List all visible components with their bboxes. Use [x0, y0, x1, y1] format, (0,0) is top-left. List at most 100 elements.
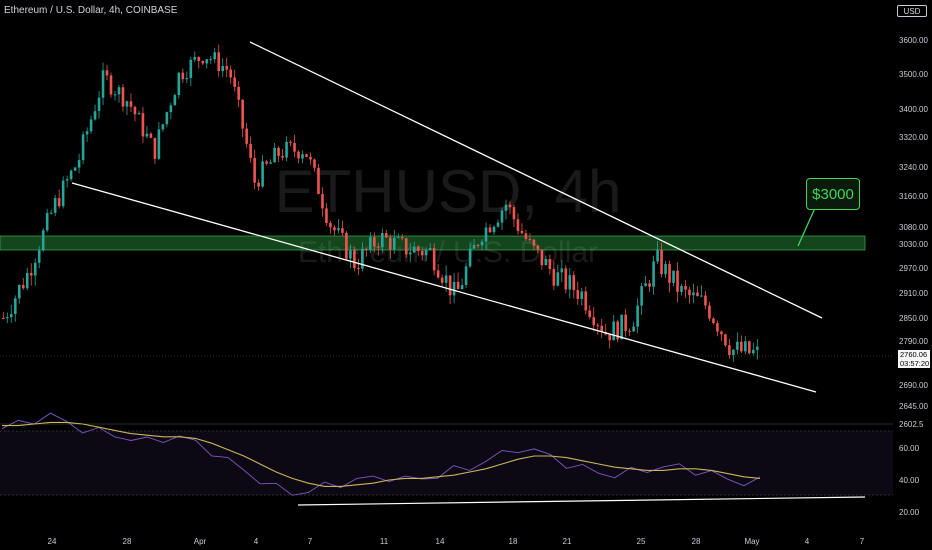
rsi-tick-label: 60.00: [899, 444, 920, 453]
candle: [648, 279, 651, 293]
price-tick-label: 2690.00: [899, 381, 928, 390]
candle: [137, 110, 141, 115]
candle: [504, 199, 508, 220]
candle: [472, 238, 476, 249]
rsi-axis[interactable]: 60.00 40.00 20.00: [899, 444, 920, 517]
candle: [85, 127, 89, 143]
rsi-trendline[interactable]: [297, 496, 866, 506]
candle: [564, 265, 568, 294]
countdown-timer: 03:57:20: [900, 359, 930, 368]
candle: [57, 189, 61, 209]
candle: [157, 122, 161, 161]
candle: [105, 64, 109, 81]
candle: [680, 283, 683, 296]
candle: [5, 312, 9, 324]
candle: [29, 263, 33, 286]
candle: [480, 239, 484, 251]
candle: [89, 115, 93, 134]
candle: [17, 284, 21, 304]
candle: [265, 159, 268, 166]
time-tick-label: 25: [637, 537, 646, 546]
candle: [476, 243, 480, 249]
candle: [333, 225, 336, 236]
candle: [748, 340, 751, 355]
candle: [197, 56, 201, 69]
candle: [488, 224, 492, 233]
candle: [728, 339, 731, 359]
candle: [556, 264, 560, 287]
candle: [53, 194, 57, 217]
candle: [77, 153, 81, 174]
candle: [161, 123, 165, 132]
candle: [640, 282, 643, 315]
candle: [712, 316, 715, 325]
candle: [628, 328, 631, 337]
candle: [145, 126, 149, 139]
candle: [253, 149, 256, 190]
candle: [716, 320, 719, 337]
price-tick-label: 3400.00: [899, 105, 928, 114]
rsi-line: [1, 412, 761, 496]
candle: [420, 248, 424, 261]
candle: [524, 229, 528, 241]
candle: [688, 286, 691, 304]
candle: [189, 56, 193, 87]
candle: [416, 245, 420, 256]
candle: [381, 228, 384, 253]
candle: [544, 255, 548, 266]
candle: [353, 246, 356, 272]
candle: [600, 318, 604, 339]
candle: [656, 241, 659, 264]
upper-trendline[interactable]: [249, 41, 823, 319]
candle: [720, 330, 723, 341]
candle: [540, 249, 544, 270]
candle: [392, 229, 396, 254]
time-tick-label: 7: [308, 537, 313, 546]
lower-trendline[interactable]: [71, 182, 817, 393]
candle: [632, 321, 635, 332]
candle: [225, 57, 229, 78]
candle: [65, 175, 69, 188]
candle: [400, 234, 404, 241]
candle: [141, 106, 145, 143]
candle: [756, 339, 759, 360]
rsi-tick-label: 40.00: [899, 476, 920, 485]
candle: [664, 260, 667, 279]
candle: [49, 209, 53, 215]
time-axis[interactable]: 24 28 Apr 4 7 11 14 18 21 25 28 May 4 7: [48, 537, 865, 546]
candle: [185, 71, 189, 84]
time-tick-label: May: [744, 537, 759, 546]
candle: [81, 131, 85, 165]
time-tick-label: 4: [254, 537, 259, 546]
rsi-tick-label: 20.00: [899, 508, 920, 517]
candle: [512, 204, 516, 227]
time-tick-label: 24: [48, 537, 57, 546]
candle: [500, 207, 504, 231]
candle: [708, 301, 711, 321]
candle: [237, 81, 240, 108]
price-axis[interactable]: 3600.00 3500.00 3400.00 3320.00 3240.00 3160.…: [899, 36, 928, 429]
price-tick-label: 2790.00: [899, 337, 928, 346]
candle: [297, 150, 300, 164]
candle: [460, 278, 464, 290]
candle: [153, 137, 157, 164]
currency-badge[interactable]: USD: [897, 5, 927, 17]
candle: [301, 150, 304, 164]
candle: [672, 270, 675, 287]
price-callout[interactable]: $3000: [806, 178, 860, 210]
candle: [752, 342, 755, 356]
price-tick-label: 2602.5: [899, 420, 924, 429]
price-zone[interactable]: [0, 235, 866, 251]
candle: [349, 244, 352, 269]
chart-title: Ethereum / U.S. Dollar, 4h, COINBASE: [4, 5, 178, 16]
candle: [408, 242, 412, 263]
candle: [724, 333, 727, 348]
price-tick-label: 3240.00: [899, 163, 928, 172]
candle: [384, 229, 388, 239]
candle: [700, 285, 703, 298]
candle: [245, 122, 248, 148]
watermark-name: Ethereum / U.S. Dollar: [298, 236, 598, 269]
candle: [736, 332, 739, 355]
watermark-symbol: ETHUSD, 4h: [275, 158, 622, 225]
